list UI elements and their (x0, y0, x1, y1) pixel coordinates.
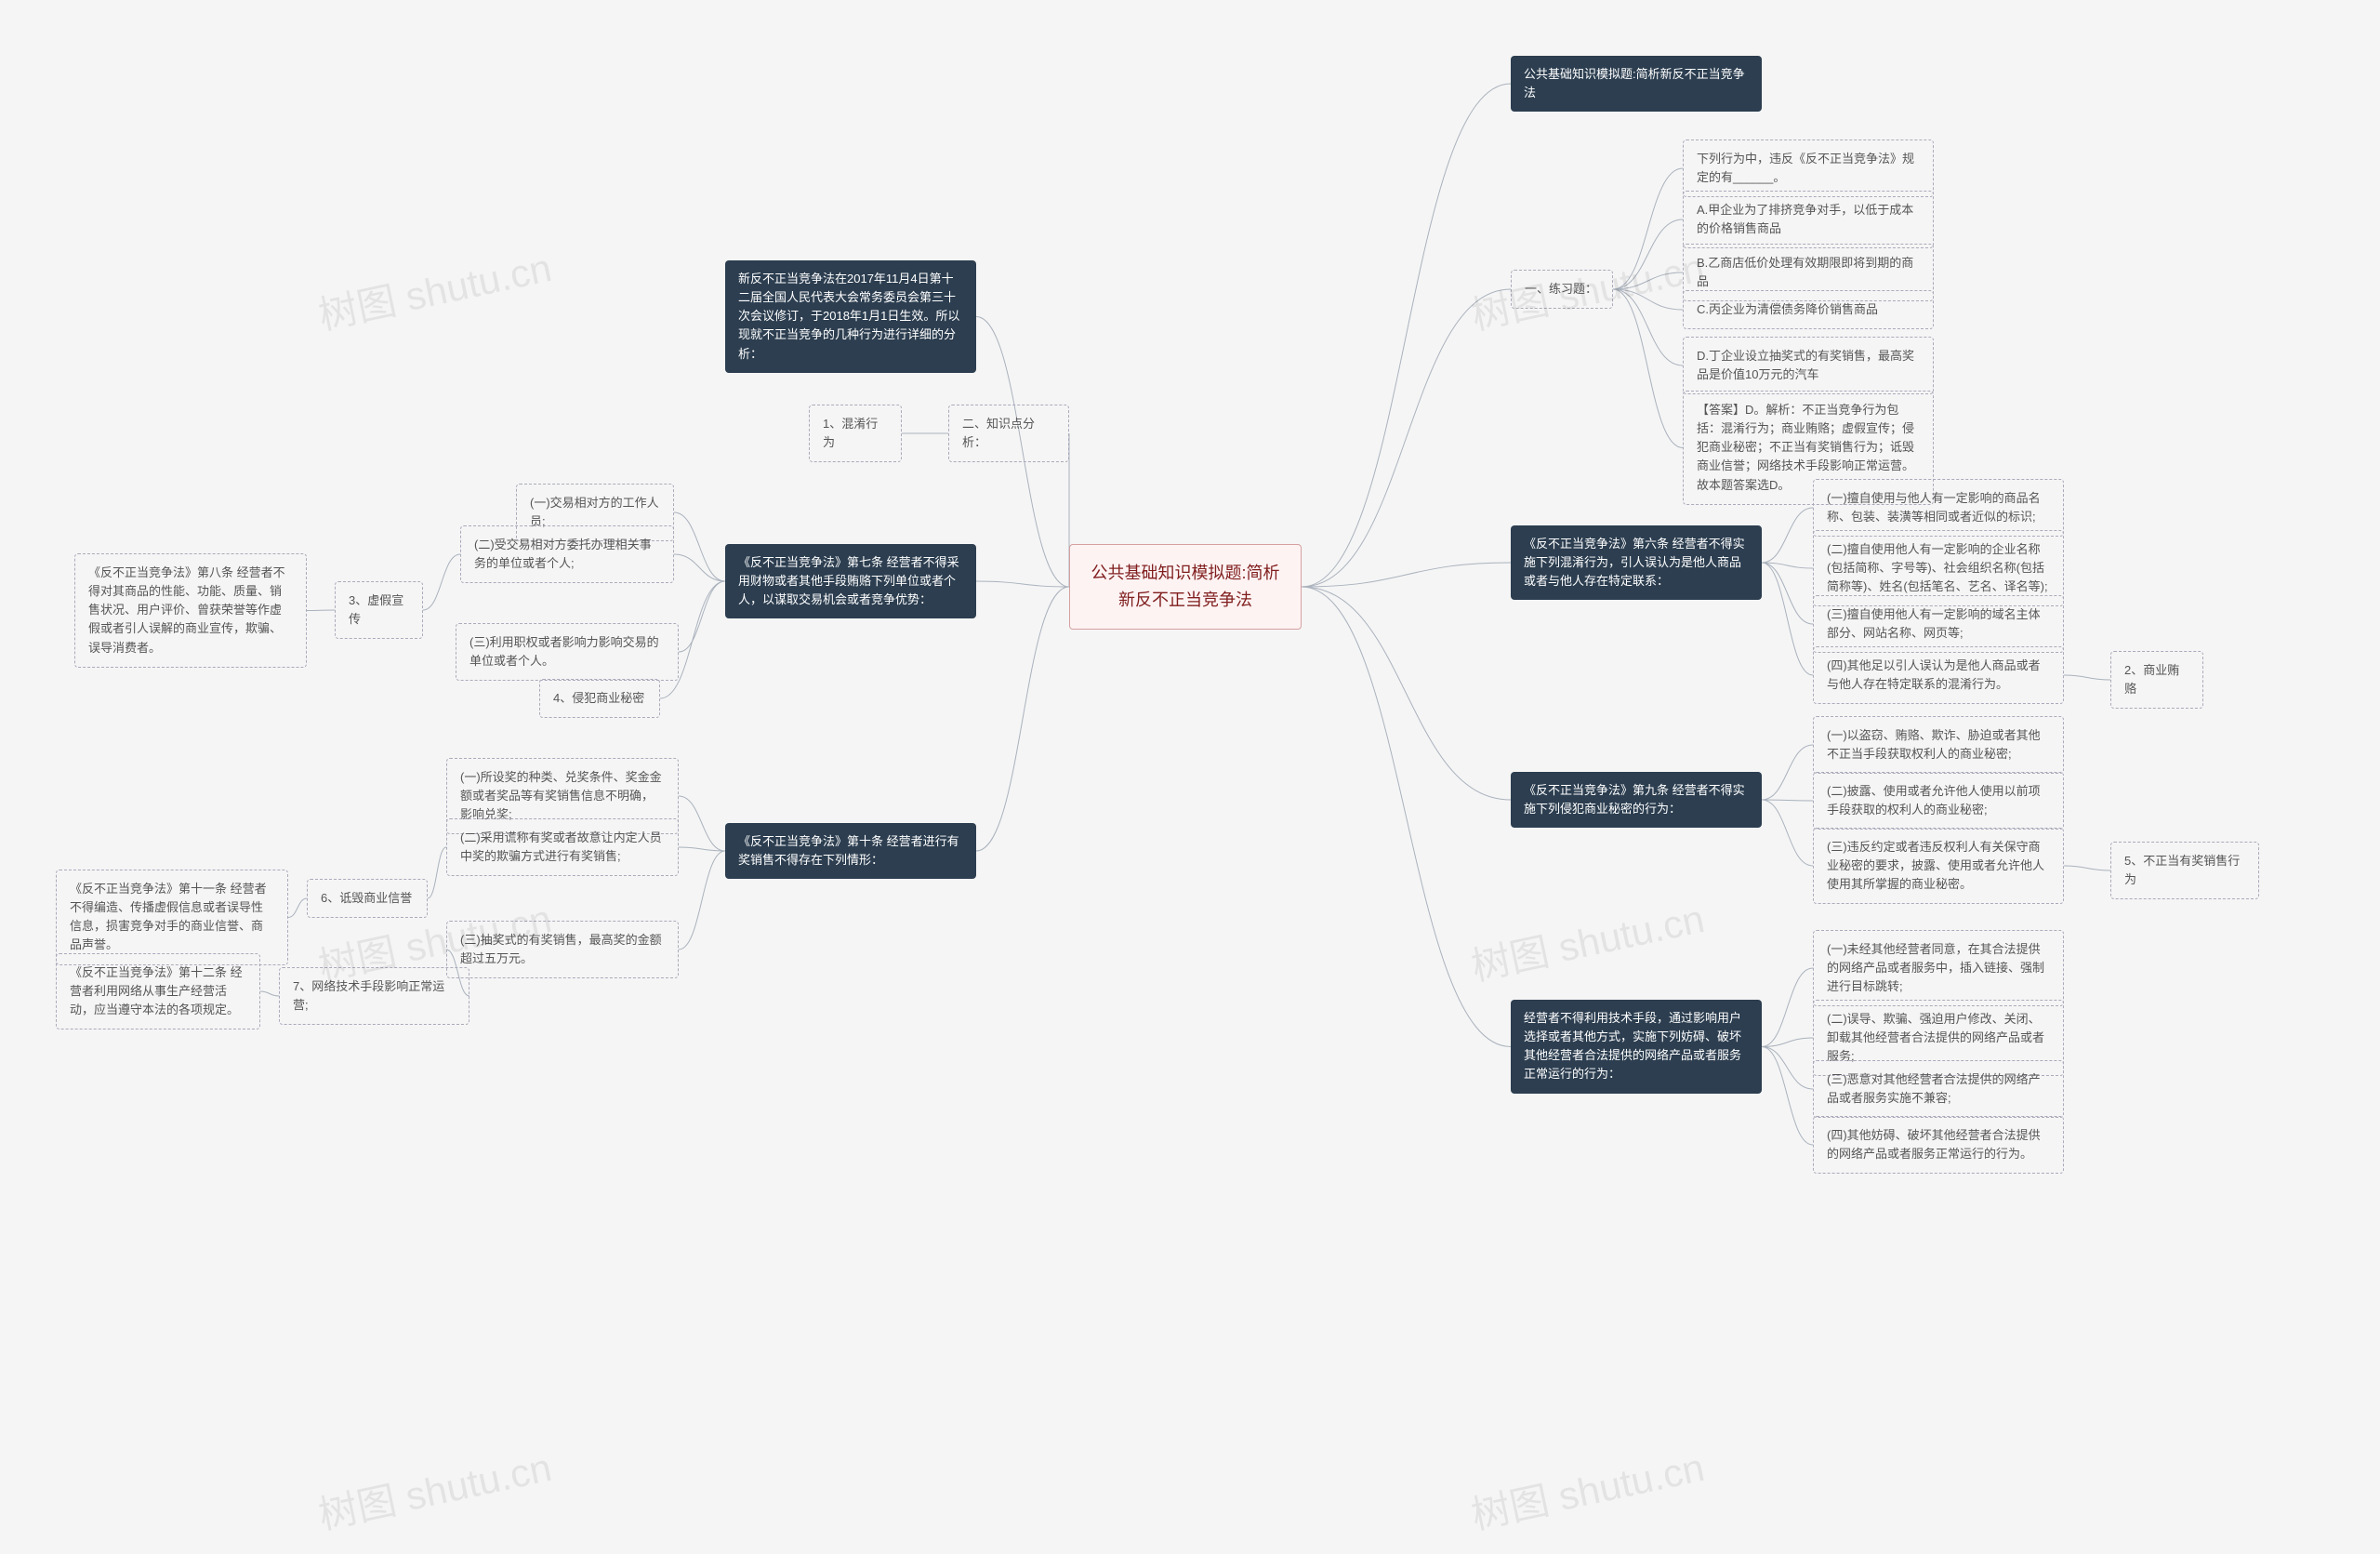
mindmap-node: (三)恶意对其他经营者合法提供的网络产品或者服务实施不兼容; (1813, 1060, 2064, 1118)
mindmap-node: (二)披露、使用或者允许他人使用以前项手段获取的权利人的商业秘密; (1813, 772, 2064, 830)
watermark: 树图 shutu.cn (1465, 1436, 1709, 1541)
mindmap-node: (一)擅自使用与他人有一定影响的商品名称、包装、装潢等相同或者近似的标识; (1813, 479, 2064, 537)
connector (976, 587, 1069, 851)
mindmap-node: 《反不正当竞争法》第十二条 经营者利用网络从事生产经营活动，应当遵守本法的各项规… (56, 953, 260, 1029)
connector (1762, 968, 1813, 1047)
mindmap-node: 一、练习题： (1511, 270, 1613, 309)
connector (1762, 563, 1813, 568)
mindmap-node: A.甲企业为了排挤竞争对手，以低于成本的价格销售商品 (1683, 191, 1934, 248)
watermark: 树图 shutu.cn (1465, 887, 1709, 992)
mindmap-node: (四)其他足以引人误认为是他人商品或者与他人存在特定联系的混淆行为。 (1813, 646, 2064, 704)
mindmap-node: (三)抽奖式的有奖销售，最高奖的金额超过五万元。 (446, 921, 679, 978)
mindmap-node: 2、商业贿赂 (2110, 651, 2203, 709)
mindmap-node: 4、侵犯商业秘密 (539, 679, 660, 718)
connector (679, 796, 725, 851)
mindmap-node: (四)其他妨碍、破坏其他经营者合法提供的网络产品或者服务正常运行的行为。 (1813, 1116, 2064, 1174)
mindmap-node: 《反不正当竞争法》第十一条 经营者不得编造、传播虚假信息或者误导性信息，损害竞争… (56, 870, 288, 965)
watermark: 树图 shutu.cn (312, 1436, 556, 1541)
mindmap-node: 1、混淆行为 (809, 405, 902, 462)
connector (1762, 508, 1813, 563)
mindmap-node: (二)采用谎称有奖或者故意让内定人员中奖的欺骗方式进行有奖销售; (446, 818, 679, 876)
mindmap-node: 7、网络技术手段影响正常运营; (279, 967, 469, 1025)
connector (1762, 1047, 1813, 1090)
mindmap-node: 《反不正当竞争法》第九条 经营者不得实施下列侵犯商业秘密的行为： (1511, 772, 1762, 828)
mindmap-node: (一)以盗窃、贿赂、欺诈、胁迫或者其他不正当手段获取权利人的商业秘密; (1813, 716, 2064, 774)
connector (1302, 587, 1511, 1047)
connector (1762, 800, 1813, 801)
center-node: 公共基础知识模拟题:简析新反不正当竞争法 (1069, 544, 1302, 630)
mindmap-node: C.丙企业为清偿债务降价销售商品 (1683, 290, 1934, 329)
mindmap-node: D.丁企业设立抽奖式的有奖销售，最高奖品是价值10万元的汽车 (1683, 337, 1934, 394)
connector (1613, 272, 1683, 289)
connector (288, 898, 307, 918)
connector (679, 847, 725, 851)
connector (976, 581, 1069, 587)
mindmap-node: 《反不正当竞争法》第八条 经营者不得对其商品的性能、功能、质量、销售状况、用户评… (74, 553, 307, 668)
connector (1302, 84, 1511, 587)
connector (674, 512, 725, 581)
connector (1613, 219, 1683, 289)
connector (1762, 563, 1813, 675)
connector (679, 581, 725, 652)
connector (307, 610, 335, 611)
connector (1762, 563, 1813, 624)
connector (1762, 800, 1813, 866)
mindmap-node: 新反不正当竞争法在2017年11月4日第十二届全国人民代表大会常务委员会第三十次… (725, 260, 976, 373)
connector (1762, 1038, 1813, 1047)
connector (1613, 289, 1683, 448)
connector (1613, 168, 1683, 289)
mindmap-node: 公共基础知识模拟题:简析新反不正当竞争法 (1511, 56, 1762, 112)
mindmap-node: 3、虚假宣传 (335, 581, 423, 639)
mindmap-node: 经营者不得利用技术手段，通过影响用户选择或者其他方式，实施下列妨碍、破坏其他经营… (1511, 1000, 1762, 1094)
connector (2064, 866, 2110, 870)
connector (1762, 1047, 1813, 1146)
connector (679, 851, 725, 950)
mindmap-node: (一)未经其他经营者同意，在其合法提供的网络产品或者服务中，插入链接、强制进行目… (1813, 930, 2064, 1006)
connector (423, 554, 460, 610)
mindmap-node: (三)违反约定或者违反权利人有关保守商业秘密的要求，披露、使用或者允许他人使用其… (1813, 828, 2064, 904)
connector (1302, 563, 1511, 587)
connector (674, 554, 725, 581)
connector (428, 847, 446, 898)
mindmap-node: 《反不正当竞争法》第七条 经营者不得采用财物或者其他手段贿赂下列单位或者个人，以… (725, 544, 976, 618)
connector (260, 991, 279, 996)
mindmap-node: 6、诋毁商业信誉 (307, 879, 428, 918)
watermark: 树图 shutu.cn (312, 236, 556, 341)
connector (1613, 289, 1683, 310)
mindmap-node: (二)受交易相对方委托办理相关事务的单位或者个人; (460, 525, 674, 583)
mindmap-node: 下列行为中，违反《反不正当竞争法》规定的有______。 (1683, 139, 1934, 197)
connector (1762, 745, 1813, 800)
connector (1302, 587, 1511, 800)
mindmap-node: (三)擅自使用他人有一定影响的域名主体部分、网站名称、网页等; (1813, 595, 2064, 653)
connector (1613, 289, 1683, 365)
mindmap-node: (三)利用职权或者影响力影响交易的单位或者个人。 (456, 623, 679, 681)
mindmap-node: 《反不正当竞争法》第六条 经营者不得实施下列混淆行为，引人误认为是他人商品或者与… (1511, 525, 1762, 600)
connector (1302, 289, 1511, 587)
mindmap-node: 《反不正当竞争法》第十条 经营者进行有奖销售不得存在下列情形： (725, 823, 976, 879)
connector (2064, 675, 2110, 680)
mindmap-node: 5、不正当有奖销售行为 (2110, 842, 2259, 899)
mindmap-node: 二、知识点分析： (948, 405, 1069, 462)
